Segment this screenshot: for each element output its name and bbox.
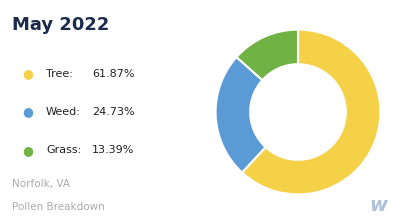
Text: Tree:: Tree: — [46, 69, 73, 79]
Text: w: w — [369, 196, 387, 215]
Text: 13.39%: 13.39% — [92, 145, 134, 155]
Text: 61.87%: 61.87% — [92, 69, 134, 79]
Text: ●: ● — [22, 144, 33, 157]
Wedge shape — [216, 57, 266, 172]
Text: ●: ● — [22, 67, 33, 80]
Text: Pollen Breakdown: Pollen Breakdown — [12, 202, 105, 212]
Text: Grass:: Grass: — [46, 145, 81, 155]
Text: ●: ● — [22, 106, 33, 118]
Text: May 2022: May 2022 — [12, 16, 109, 34]
Text: Weed:: Weed: — [46, 107, 81, 117]
Wedge shape — [236, 30, 298, 80]
Wedge shape — [242, 30, 380, 194]
Text: Norfolk, VA: Norfolk, VA — [12, 179, 70, 189]
Text: 24.73%: 24.73% — [92, 107, 135, 117]
